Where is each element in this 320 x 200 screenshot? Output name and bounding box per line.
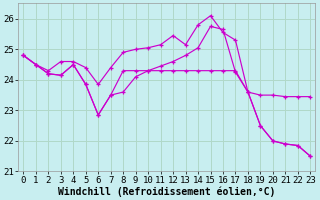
X-axis label: Windchill (Refroidissement éolien,°C): Windchill (Refroidissement éolien,°C): [58, 186, 276, 197]
